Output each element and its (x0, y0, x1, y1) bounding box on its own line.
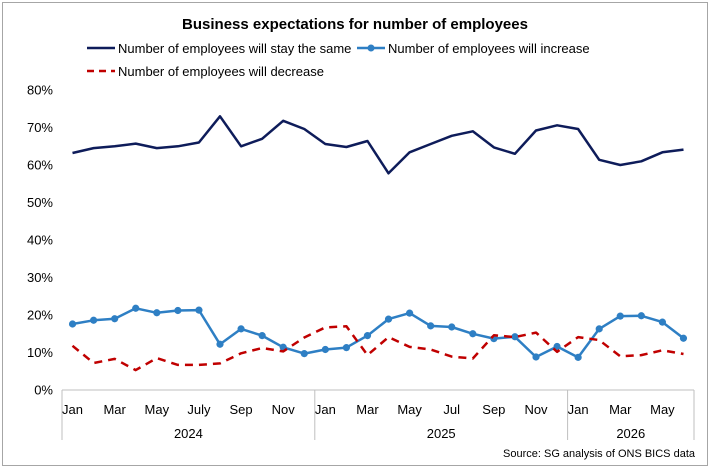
data-point-increase (111, 315, 119, 323)
x-tick-label: May (650, 402, 675, 417)
y-tick-label: 0% (34, 383, 53, 398)
data-point-increase (406, 309, 414, 317)
x-tick-label: July (187, 402, 211, 417)
data-point-increase (448, 323, 456, 331)
chart-title: Business expectations for number of empl… (182, 16, 528, 33)
data-point-increase (300, 350, 308, 358)
legend: Number of employees will stay the same N… (87, 41, 590, 79)
data-point-increase (363, 332, 372, 340)
year-label: 2026 (616, 426, 645, 441)
x-axis: Jan Mar May July Sep Nov Jan Mar May Jul Sep Nov Jan… (61, 389, 695, 441)
x-tick-label: Mar (356, 402, 379, 417)
y-axis: 0% 10% 20% 30% 40% 50% 60% 70% 80% (27, 83, 53, 398)
x-tick-label: Sep (482, 402, 505, 417)
data-point-increase (216, 340, 224, 348)
series-stay-same-line (72, 115, 684, 175)
series-decrease-line (71, 325, 684, 372)
data-point-increase (658, 318, 667, 326)
data-point-increase (195, 306, 203, 314)
x-tick-label: Jan (315, 402, 336, 417)
source-note: Source: SG analysis of ONS BICS data (503, 448, 696, 460)
y-tick-label: 20% (27, 308, 53, 323)
x-tick-label: Nov (272, 402, 296, 417)
x-tick-label: Jan (568, 402, 589, 417)
y-tick-label: 10% (27, 345, 53, 360)
data-point-increase (595, 325, 603, 333)
data-point-increase (511, 333, 519, 341)
plot-area (68, 115, 688, 372)
data-point-increase (153, 309, 161, 317)
data-point-increase (469, 330, 477, 338)
x-tick-label: Mar (103, 402, 126, 417)
x-tick-label: Jan (62, 402, 83, 417)
legend-item-decrease: Number of employees will decrease (87, 64, 324, 79)
data-point-increase (90, 316, 98, 324)
legend-label-stay-same: Number of employees will stay the same (118, 41, 351, 56)
year-label: 2025 (427, 426, 456, 441)
data-point-increase (553, 342, 561, 351)
chart-frame: Business expectations for number of empl… (2, 2, 708, 466)
data-point-increase (342, 344, 350, 352)
legend-item-increase: Number of employees will increase (357, 41, 590, 56)
y-tick-label: 60% (27, 158, 53, 173)
x-tick-label: May (145, 402, 170, 417)
data-point-increase (616, 312, 624, 320)
year-label: 2024 (174, 426, 203, 441)
data-point-increase (237, 325, 245, 333)
data-point-increase (68, 320, 77, 328)
data-point-increase (384, 315, 393, 323)
data-point-increase (574, 353, 582, 361)
x-tick-label: Mar (609, 402, 632, 417)
data-point-increase (321, 345, 329, 354)
legend-item-stay-same: Number of employees will stay the same (87, 41, 351, 56)
data-point-increase (532, 353, 540, 361)
data-point-increase (637, 312, 645, 320)
series-increase-line (72, 307, 685, 359)
y-tick-label: 80% (27, 83, 53, 98)
x-tick-label: Nov (524, 402, 548, 417)
y-tick-label: 30% (27, 270, 53, 285)
line-chart: Business expectations for number of empl… (27, 16, 696, 460)
y-tick-label: 50% (27, 195, 53, 210)
legend-marker-increase (367, 44, 375, 52)
data-point-increase (132, 304, 140, 312)
data-point-increase (258, 332, 266, 340)
x-tick-label: May (397, 402, 422, 417)
x-tick-label: Sep (229, 402, 252, 417)
y-tick-label: 70% (27, 120, 53, 135)
legend-label-decrease: Number of employees will decrease (118, 64, 324, 79)
x-tick-label: Jul (443, 402, 460, 417)
data-point-increase (427, 322, 435, 330)
data-point-increase (174, 306, 182, 315)
data-point-increase (679, 334, 688, 342)
y-tick-label: 40% (27, 233, 53, 248)
legend-label-increase: Number of employees will increase (388, 41, 590, 56)
